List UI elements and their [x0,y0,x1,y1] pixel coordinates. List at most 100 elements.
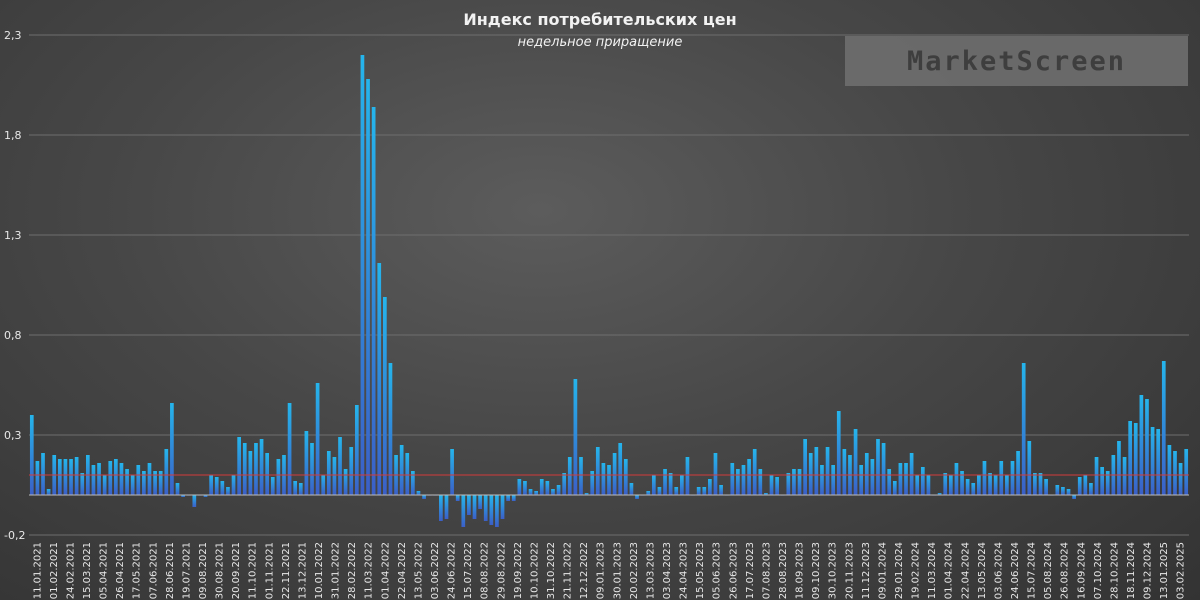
bar [1027,441,1032,495]
x-tick-label: 13.05.2024 [977,542,988,599]
bar [1044,479,1048,495]
x-tick-label: 10.01.2022 [314,542,325,599]
bar [814,447,819,495]
x-tick-label: 15.07.2022 [463,542,474,599]
bar [786,473,791,495]
bar [338,437,342,495]
bar [63,459,68,495]
bar [881,443,886,495]
bar [483,495,488,521]
x-tick-label: 12.12.2022 [579,542,590,599]
x-tick-label: 15.07.2024 [1027,542,1038,599]
bar [747,459,751,495]
bar [220,481,225,495]
bar [601,463,606,495]
bar [680,475,684,495]
bar [556,485,561,495]
bar [388,363,393,495]
bar [668,473,673,495]
bar [775,477,779,495]
bar [1055,485,1060,495]
bar [500,495,505,519]
bar [842,449,847,495]
bar [926,475,931,495]
x-tick-label: 26.06.2023 [728,542,739,599]
bar [1077,477,1082,495]
bar [988,473,992,495]
bar [405,453,410,495]
bar [147,463,152,495]
bar [999,461,1004,495]
bar [713,453,718,495]
x-tick-label: 20.11.2023 [844,542,855,599]
bar [1010,461,1015,495]
bar [797,469,802,495]
bar [1072,495,1076,499]
bar [1122,457,1127,495]
bar [764,493,768,495]
bar [853,429,858,495]
bar [192,495,197,507]
bar [635,495,639,499]
bar [237,437,241,495]
x-tick-label: 07.08.2023 [761,542,772,599]
x-tick-label: 09.01.2023 [596,542,607,599]
bar [287,403,292,495]
bar [758,469,763,495]
bar [310,443,314,495]
bar [69,459,73,495]
bar [472,495,477,519]
x-tick-label: 26.08.2024 [1060,542,1071,599]
x-tick-label: 13.12.2021 [297,542,308,599]
bar [1005,475,1009,495]
bar [1083,475,1088,495]
bar [332,457,337,495]
bar [545,481,550,495]
bar [489,495,494,525]
bar [214,477,219,495]
bar [119,463,124,495]
x-tick-label: 24.04.2023 [679,542,690,599]
x-tick-label: 22.04.2024 [960,542,971,599]
x-tick-label: 07.10.2024 [1093,542,1104,599]
x-tick-label: 01.04.2022 [380,542,391,599]
bar [792,469,796,495]
bar [1089,483,1093,495]
bar [864,453,869,495]
x-tick-label: 01.11.2021 [264,542,275,599]
y-tick-label: -0,2 [4,529,25,542]
bar [298,483,303,495]
bar [954,463,959,495]
marketscreen-logo: MarketScreen [845,36,1188,86]
bar [960,471,964,495]
bar [467,495,471,515]
bar [349,447,354,495]
bar [164,449,169,495]
x-tick-label: 28.10.2024 [1109,542,1120,599]
x-tick-label: 13.03.2023 [645,542,656,599]
x-tick-label: 19.02.2024 [911,542,922,599]
bar [584,493,589,495]
bar [646,491,651,495]
x-tick-label: 16.09.2024 [1076,542,1087,599]
bar [130,475,135,495]
x-tick-label: 29.08.2022 [496,542,507,599]
bar [517,479,522,495]
x-tick-label: 28.08.2023 [778,542,789,599]
bar [360,55,365,495]
bar [1094,457,1099,495]
x-tick-label: 31.01.2022 [331,542,342,599]
bar [752,449,757,495]
bar [1128,421,1133,495]
bar [461,495,466,527]
bar [887,469,892,495]
bar [293,481,298,495]
x-tick-label: 11.12.2023 [861,542,872,599]
bar [825,447,830,495]
y-tick-label: 1,3 [4,229,22,242]
bar [265,453,270,495]
bar [153,471,157,495]
bar [1066,489,1071,495]
bar [730,463,735,495]
bar [651,475,656,495]
